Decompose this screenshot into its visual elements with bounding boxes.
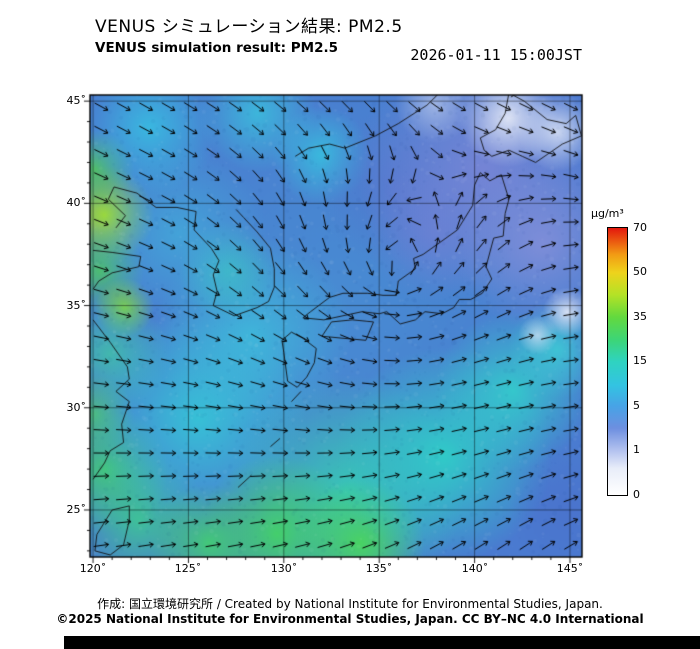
- colorbar-unit-label: µg/m³: [591, 207, 624, 220]
- lon-axis-label-120: 120˚: [79, 562, 107, 575]
- colorbar-tick-70: 70: [633, 221, 647, 234]
- copyright-line: ©2025 National Institute for Environment…: [56, 612, 644, 626]
- lon-axis-label-135: 135˚: [365, 562, 393, 575]
- lat-axis-label-45: 45˚: [66, 94, 87, 107]
- lon-axis-label-130: 130˚: [270, 562, 298, 575]
- lon-axis-label-125: 125˚: [174, 562, 202, 575]
- lon-axis-label-140: 140˚: [461, 562, 489, 575]
- lat-axis-label-35: 35˚: [66, 299, 87, 312]
- colorbar-tick-0: 0: [633, 488, 640, 501]
- page-title-english: VENUS simulation result: PM2.5: [95, 40, 338, 56]
- pm25-wind-map-canvas: [70, 85, 602, 577]
- credit-line: 作成: 国立環境研究所 / Created by National Instit…: [97, 597, 603, 611]
- page-title-japanese: VENUS シミュレーション結果: PM2.5: [95, 17, 403, 37]
- colorbar-tick-5: 5: [633, 399, 640, 412]
- colorbar-tick-50: 50: [633, 265, 647, 278]
- colorbar-gradient: [607, 227, 628, 496]
- lat-axis-label-30: 30˚: [66, 401, 87, 414]
- lat-axis-label-25: 25˚: [66, 503, 87, 516]
- colorbar-tick-15: 15: [633, 354, 647, 367]
- colorbar-tick-1: 1: [633, 443, 640, 456]
- lat-axis-label-40: 40˚: [66, 196, 87, 209]
- timestamp-label: 2026-01-11 15:00JST: [410, 46, 582, 64]
- bottom-black-bar: [64, 636, 700, 649]
- colorbar-tick-35: 35: [633, 310, 647, 323]
- lon-axis-label-145: 145˚: [556, 562, 584, 575]
